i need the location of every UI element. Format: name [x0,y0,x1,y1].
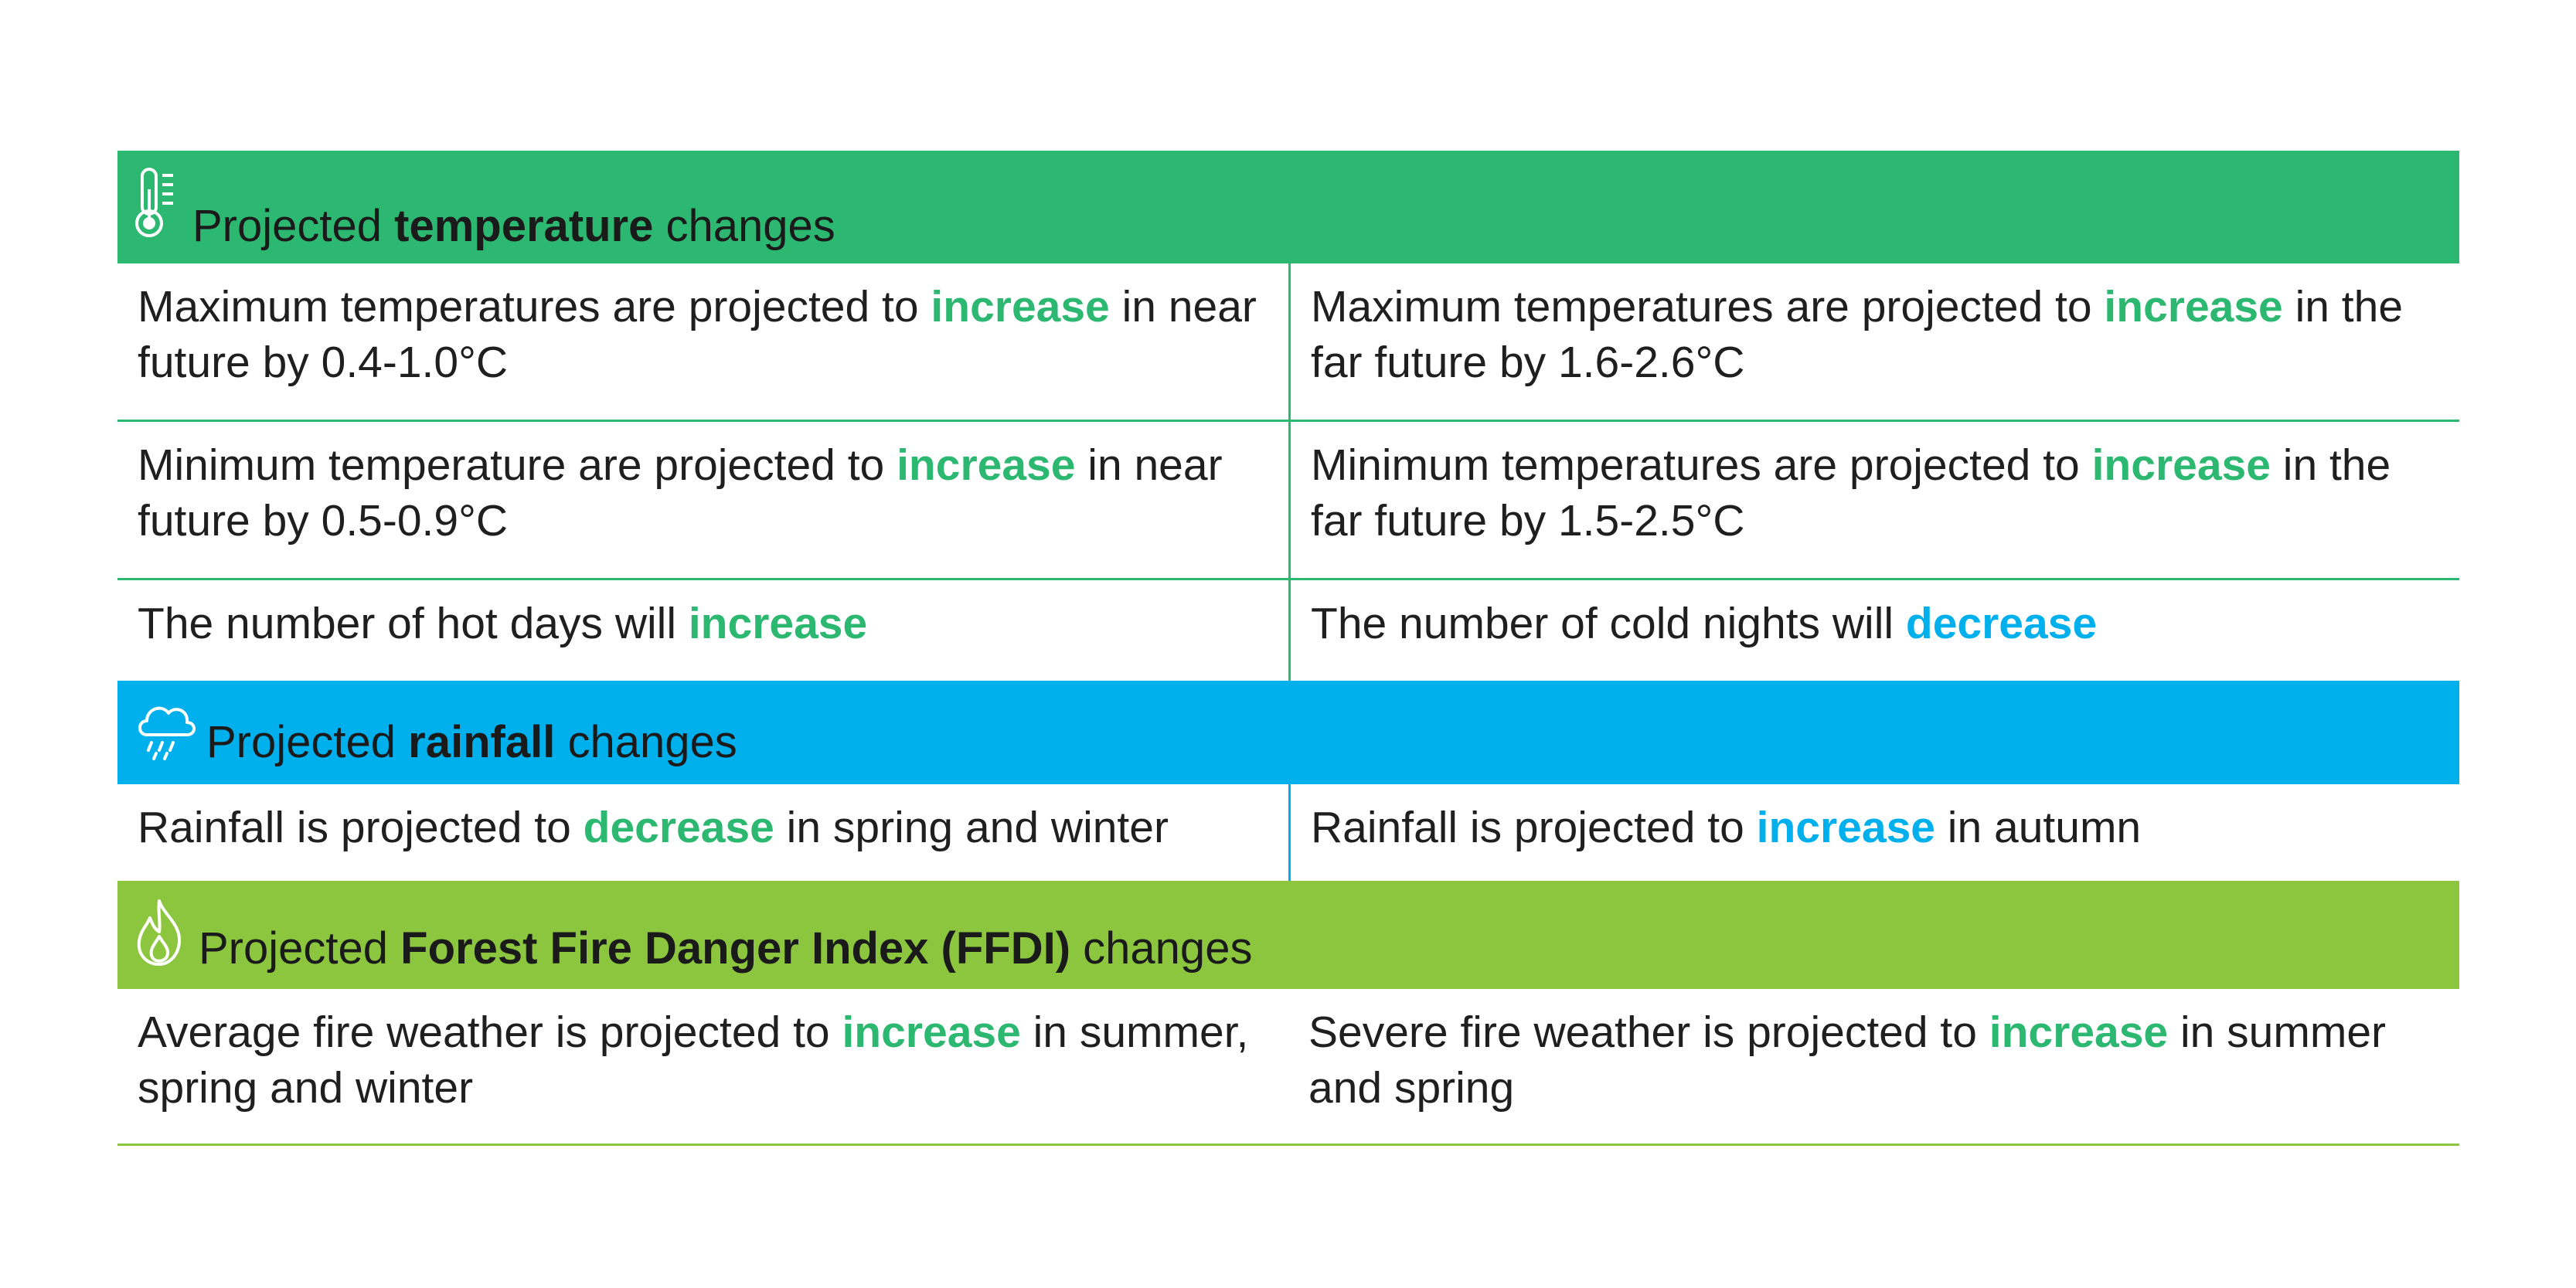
table-cell: The number of hot days will increase [138,599,868,648]
table-row: Rainfall is projected to decrease in spr… [117,784,2459,881]
table-cell: Maximum temperatures are projected to in… [1288,263,2459,420]
rain-cloud-icon [134,696,196,772]
table-cell: Rainfall is projected to increase in aut… [1288,784,2459,881]
ffdi-rows: Average fire weather is projected to inc… [117,989,2459,1146]
temperature-section-title: Projected temperature changes [192,201,835,251]
ffdi-section-title: Projected Forest Fire Danger Index (FFDI… [199,923,1253,974]
temperature-rows: Maximum temperatures are projected to in… [117,263,2459,681]
table-cell: The number of cold nights will decrease [1288,580,2459,681]
table-row: The number of hot days will increase The… [117,580,2459,681]
table-cell: Minimum temperatures are projected to in… [1288,422,2459,578]
table-row: Average fire weather is projected to inc… [117,989,2459,1146]
flame-icon [133,898,187,978]
thermometer-icon [134,166,178,251]
temperature-section-header: Projected temperature changes [117,151,2459,263]
rainfall-section-header: Projected rainfall changes [117,681,2459,784]
table-cell: Minimum temperature are projected to inc… [138,440,1223,545]
table-row: Maximum temperatures are projected to in… [117,263,2459,422]
rainfall-section-title: Projected rainfall changes [206,717,737,767]
ffdi-section-header: Projected Forest Fire Danger Index (FFDI… [117,881,2459,989]
table-cell: Rainfall is projected to decrease in spr… [138,803,1169,852]
table-cell: Maximum temperatures are projected to in… [138,282,1257,387]
climate-projections-table: Projected temperature changes Maximum te… [117,151,2459,1146]
table-cell: Severe fire weather is projected to incr… [1308,1008,2387,1113]
table-row: Minimum temperature are projected to inc… [117,422,2459,580]
table-cell: Average fire weather is projected to inc… [138,1008,1249,1113]
rainfall-rows: Rainfall is projected to decrease in spr… [117,784,2459,881]
